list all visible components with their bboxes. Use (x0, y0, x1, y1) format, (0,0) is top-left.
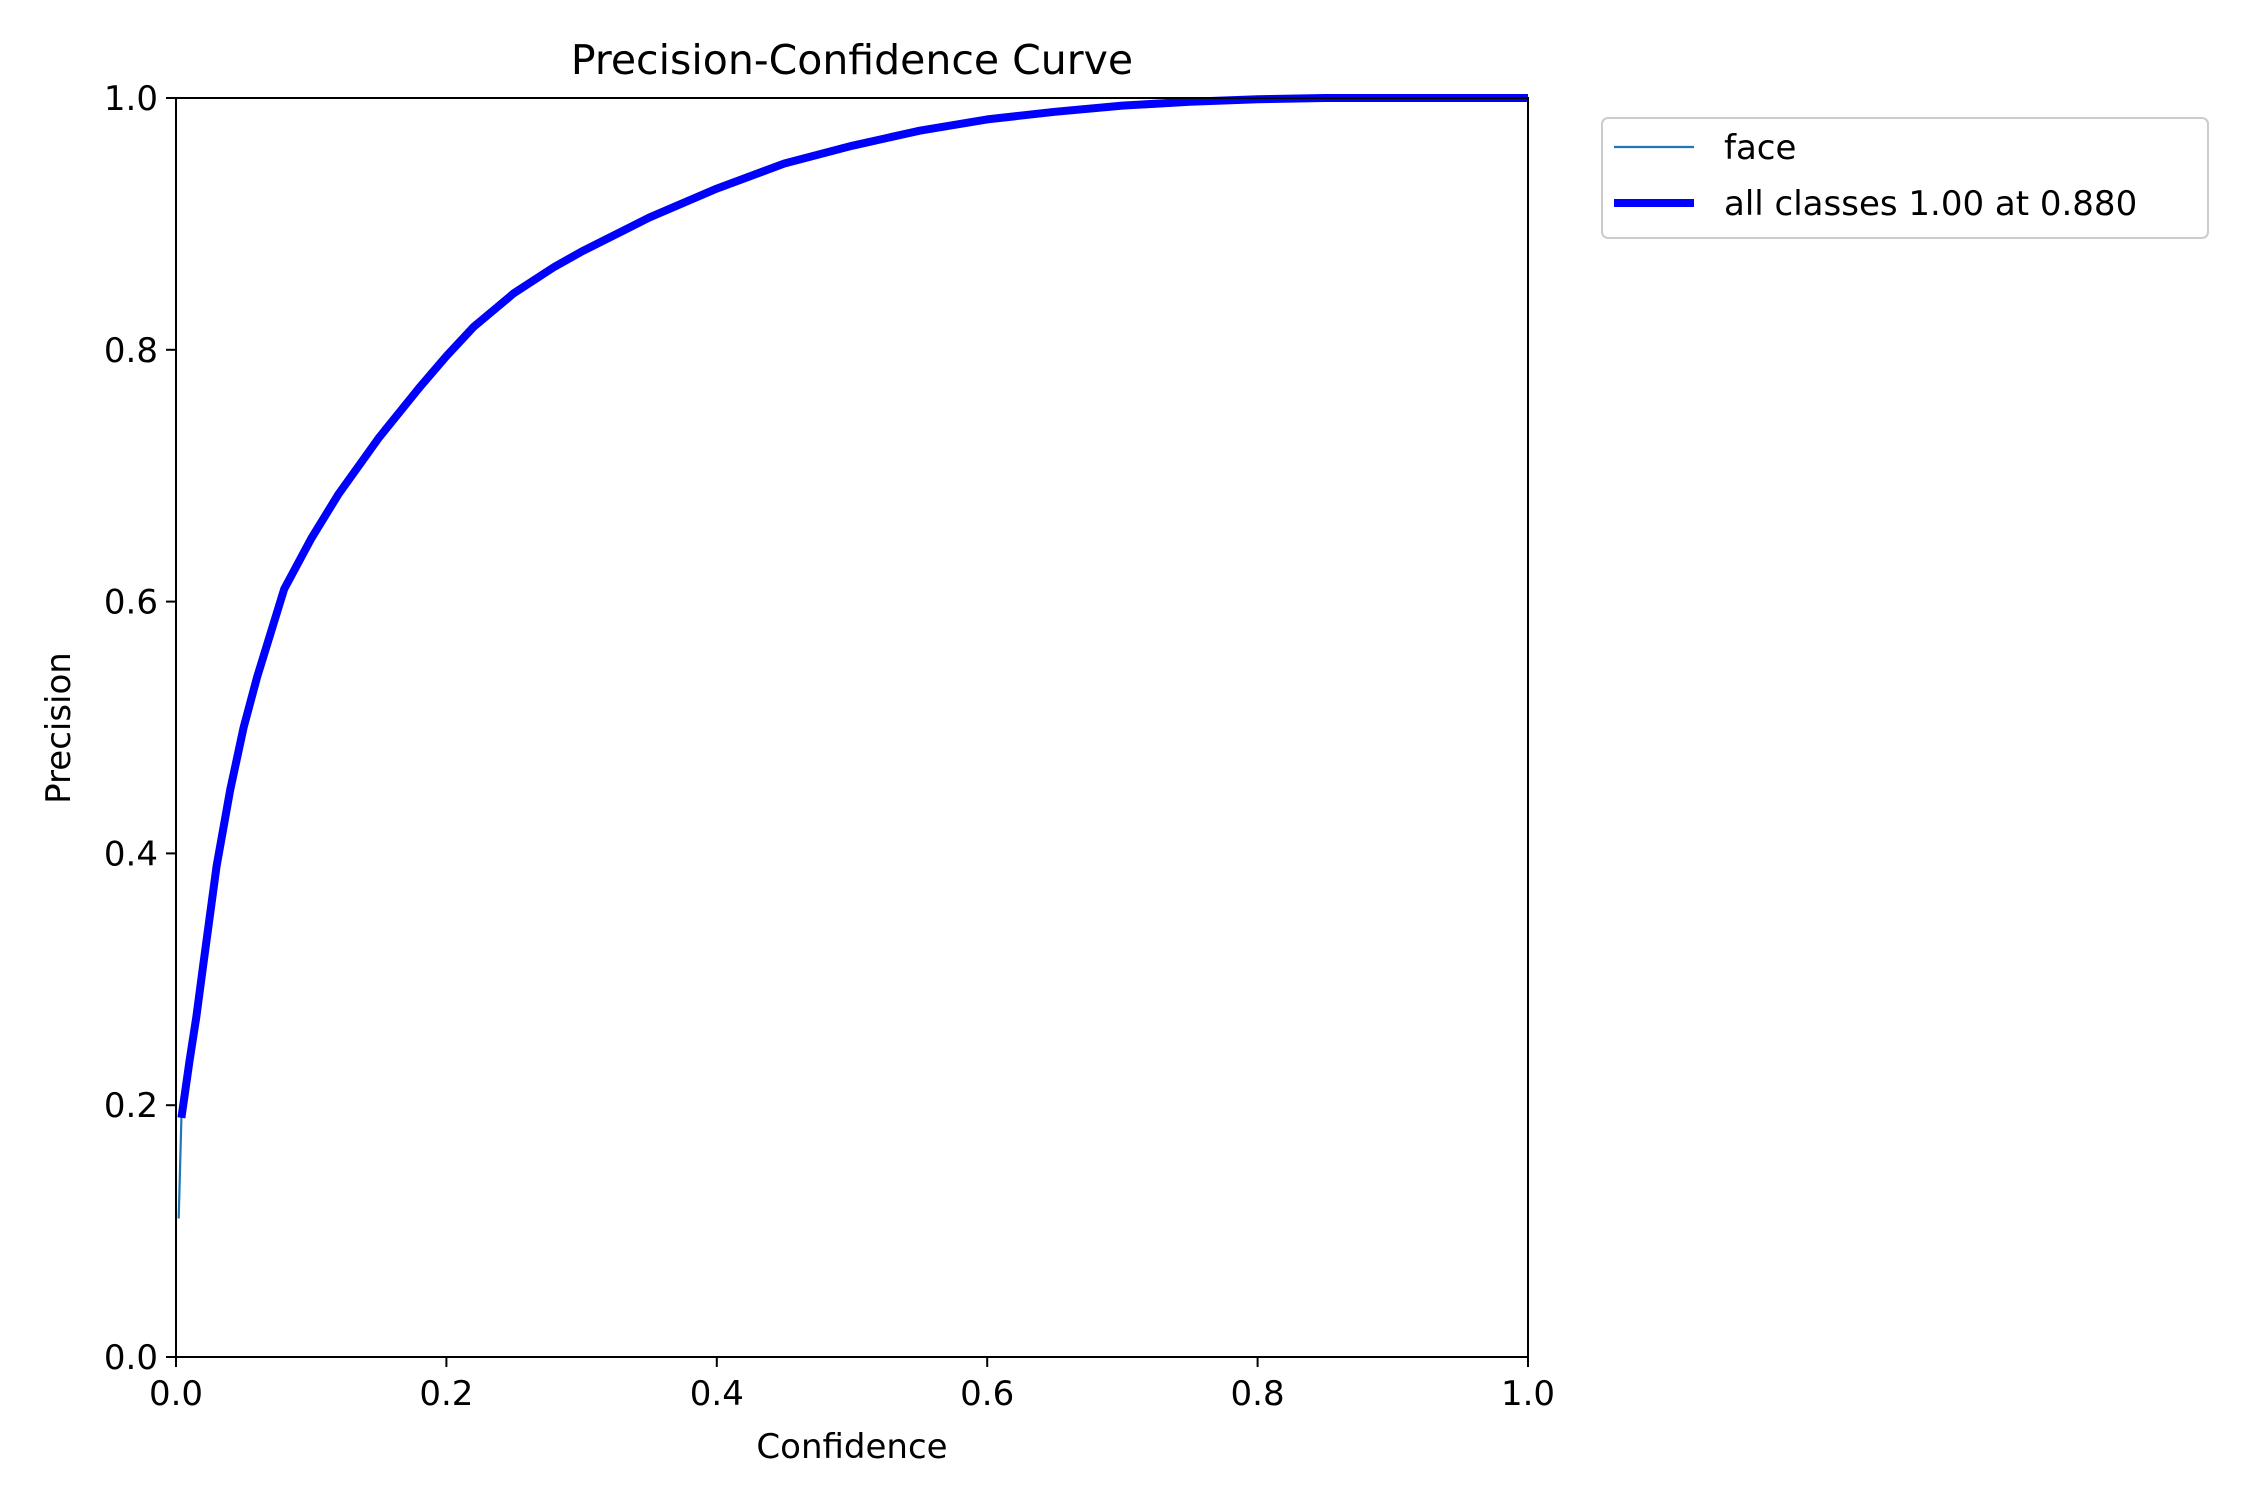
y-tick-label: 0.4 (104, 834, 158, 874)
x-tick-label: 0.2 (419, 1374, 473, 1414)
chart-title: Precision-Confidence Curve (571, 36, 1133, 84)
series-layer (177, 94, 1528, 1219)
y-tick-label: 0.8 (104, 331, 158, 371)
x-tick-label: 0.4 (690, 1374, 744, 1414)
series-line-all-classes (177, 94, 1528, 1119)
legend-label-all-classes: all classes 1.00 at 0.880 (1724, 184, 2137, 224)
x-tick-label: 0.0 (149, 1374, 203, 1414)
y-tick-label: 0.6 (104, 583, 158, 623)
y-tick-label: 0.2 (104, 1086, 158, 1126)
y-axis-label: Precision (39, 652, 79, 804)
x-axis-label: Confidence (756, 1427, 947, 1467)
y-tick-label: 0.0 (104, 1338, 158, 1378)
x-tick-label: 0.8 (1231, 1374, 1285, 1414)
y-axis: 0.0 0.2 0.4 0.6 0.8 1.0 (104, 79, 176, 1378)
x-axis: 0.0 0.2 0.4 0.6 0.8 1.0 (149, 1357, 1555, 1414)
legend-label-face: face (1724, 128, 1796, 168)
y-tick-label: 1.0 (104, 79, 158, 119)
plot-frame (175, 97, 1529, 1358)
legend: face all classes 1.00 at 0.880 (1601, 117, 2209, 239)
legend-frame (1601, 117, 2209, 239)
x-tick-label: 1.0 (1501, 1374, 1555, 1414)
x-tick-label: 0.6 (960, 1374, 1014, 1414)
